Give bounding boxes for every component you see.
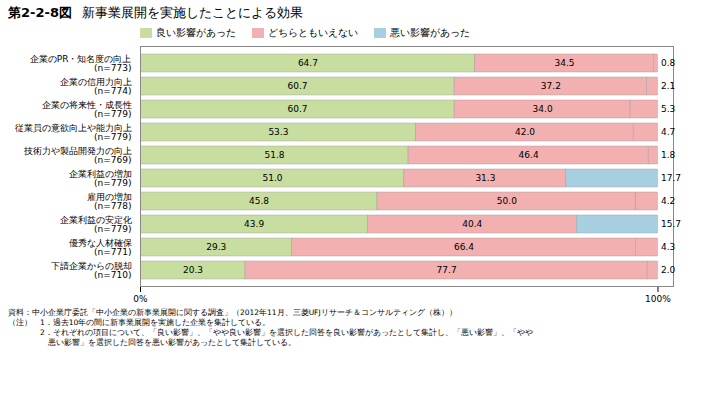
svg-text:企業利益の安定化(n=779): 企業利益の安定化(n=779) (60, 215, 132, 234)
svg-text:企業のPR・知名度の向上(n=773): 企業のPR・知名度の向上(n=773) (30, 54, 132, 73)
svg-text:60.7: 60.7 (288, 104, 308, 114)
svg-text:20.3: 20.3 (183, 265, 203, 275)
html-text:資料：中小企業庁委託「中小企業の新事業展開に関する調査」（2: 資料：中小企業庁委託「中小企業の新事業展開に関する調査」（2012年11月、三菱… (8, 308, 457, 317)
html-text:第2-2-8図: 第2-2-8図 (8, 5, 72, 20)
svg-text:77.7: 77.7 (437, 265, 457, 275)
svg-text:43.9: 43.9 (244, 219, 264, 229)
svg-text:66.4: 66.4 (454, 242, 474, 252)
svg-text:下請企業からの脱却(n=710): 下請企業からの脱却(n=710) (51, 261, 132, 280)
svg-text:雇用の増加(n=778): 雇用の増加(n=778) (87, 192, 132, 211)
svg-text:4.7: 4.7 (661, 127, 675, 137)
svg-text:技術力や製品開発力の向上(n=769): 技術力や製品開発力の向上(n=769) (23, 146, 132, 165)
svg-text:2.0: 2.0 (661, 265, 676, 275)
svg-text:60.7: 60.7 (288, 81, 308, 91)
svg-text:企業の将来性・成長性(n=779): 企業の将来性・成長性(n=779) (42, 100, 132, 119)
svg-text:53.3: 53.3 (268, 127, 288, 137)
html-text:良い影響があった: 良い影響があった (156, 27, 236, 38)
html-text:（注） 1．過去10年の間に新事業展開を実施した企業を集計し: （注） 1．過去10年の間に新事業展開を実施した企業を集計している。 (8, 318, 271, 327)
svg-text:4.2: 4.2 (661, 196, 675, 206)
svg-text:64.7: 64.7 (298, 58, 318, 68)
svg-text:企業の信用力向上(n=774): 企業の信用力向上(n=774) (60, 77, 132, 96)
html-text:どちらともいえない: どちらともいえない (268, 27, 358, 38)
svg-text:5.3: 5.3 (661, 104, 675, 114)
html-text:新事業展開を実施したことによる効果: 新事業展開を実施したことによる効果 (81, 5, 303, 20)
svg-text:2.1: 2.1 (661, 81, 675, 91)
svg-text:17.7: 17.7 (661, 173, 681, 183)
svg-text:4.3: 4.3 (661, 242, 675, 252)
html-text:2．それぞれの項目について、「良い影響」、「やや良い影響」を: 2．それぞれの項目について、「良い影響」、「やや良い影響」を選択した回答を良い影… (8, 328, 533, 337)
svg-text:0%: 0% (133, 294, 148, 304)
svg-text:34.5: 34.5 (555, 58, 575, 68)
svg-text:0.8: 0.8 (661, 58, 676, 68)
svg-text:51.0: 51.0 (262, 173, 282, 183)
svg-text:45.8: 45.8 (249, 196, 269, 206)
svg-text:34.0: 34.0 (533, 104, 553, 114)
html-text:悪い影響」を選択した回答を悪い影響があったとして集計している: 悪い影響」を選択した回答を悪い影響があったとして集計している。 (8, 338, 296, 347)
svg-text:51.8: 51.8 (265, 150, 285, 160)
svg-text:企業利益の増加(n=779): 企業利益の増加(n=779) (69, 169, 132, 188)
svg-text:優秀な人材確保(n=771): 優秀な人材確保(n=771) (69, 238, 132, 257)
svg-text:15.7: 15.7 (661, 219, 681, 229)
svg-text:37.2: 37.2 (541, 81, 561, 91)
svg-text:31.3: 31.3 (475, 173, 495, 183)
svg-text:29.3: 29.3 (206, 242, 226, 252)
svg-text:1.8: 1.8 (661, 150, 676, 160)
svg-text:40.4: 40.4 (462, 219, 482, 229)
svg-text:従業員の意欲向上や能力向上(n=779): 従業員の意欲向上や能力向上(n=779) (15, 123, 132, 142)
svg-text:46.4: 46.4 (519, 150, 539, 160)
svg-text:42.0: 42.0 (515, 127, 535, 137)
svg-text:100%: 100% (645, 294, 671, 304)
html-text:悪い影響があった: 悪い影響があった (390, 27, 470, 38)
svg-text:50.0: 50.0 (497, 196, 517, 206)
